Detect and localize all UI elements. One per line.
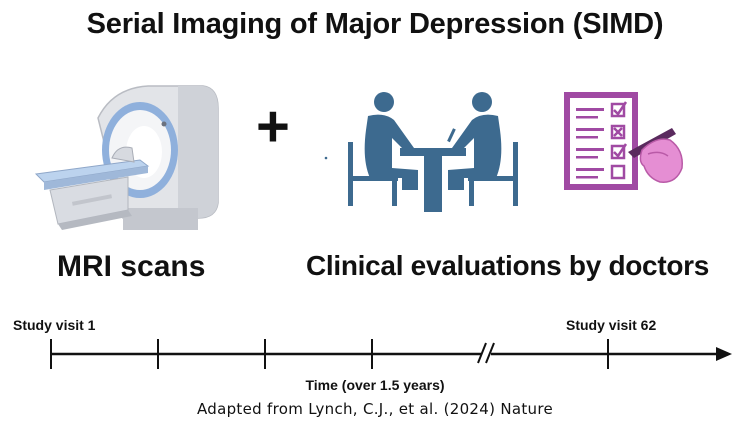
- mri-label: MRI scans: [57, 250, 206, 283]
- clinical-label: Clinical evaluations by doctors: [306, 250, 710, 281]
- source-credit: Adapted from Lynch, C.J., et al. (2024) …: [196, 400, 554, 418]
- timeline-end-label: Study visit 62: [566, 317, 657, 333]
- timeline-break-gap: [481, 346, 491, 362]
- timeline-axis: [50, 339, 732, 369]
- timeline-axis-label: Time (over 1.5 years): [305, 377, 445, 393]
- doctor-patient-consultation-icon: [324, 92, 518, 212]
- timeline-start-label: Study visit 1: [13, 317, 96, 333]
- checklist-clipboard-icon: [564, 92, 683, 190]
- page-title: Serial Imaging of Major Depression (SIMD…: [86, 8, 664, 40]
- mri-scanner-icon: [34, 85, 219, 230]
- timeline-break-mark: [477, 342, 495, 364]
- plus-sign: +: [256, 94, 290, 159]
